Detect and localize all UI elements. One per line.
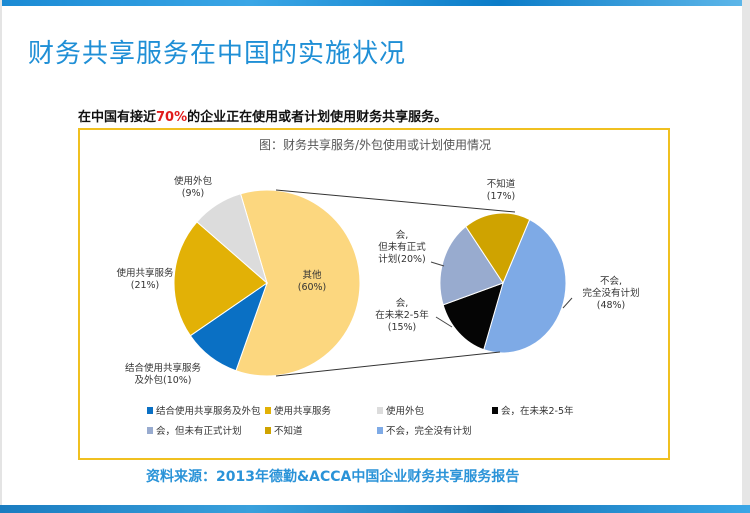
legend-item: 会，在未来2-5年 (492, 403, 574, 417)
top-banner (0, 0, 750, 6)
legend-label: 结合使用共享服务及外包 (156, 406, 261, 417)
chart-title: 图：财务共享服务/外包使用或计划使用情况 (258, 138, 492, 152)
slice-label-outsource: 使用外包 (174, 175, 213, 187)
subtitle-text: 在中国有接近 (78, 110, 157, 125)
pie2-slice-3 (439, 225, 504, 306)
slice-label-noplan-lines: 会, (396, 229, 409, 241)
legend-item: 使用共享服务 (265, 403, 331, 417)
legend-swatch (147, 406, 153, 414)
slice-label-combined: 及外包(10%) (134, 374, 191, 386)
pie2-slice-1 (483, 218, 567, 354)
slice-label-unknown: (17%) (487, 191, 516, 202)
connector-line-top (275, 189, 516, 213)
legend-swatch (147, 426, 153, 434)
legend-label: 使用外包 (386, 406, 425, 417)
slice-label-outsource: (9%) (182, 188, 204, 199)
legend-item: 使用外包 (377, 403, 424, 417)
legend-label: 使用共享服务 (274, 406, 332, 417)
legend-item: 不知道 (265, 423, 303, 437)
connector-line-bottom (275, 351, 501, 377)
legend-swatch (265, 406, 271, 414)
right-edge (742, 0, 750, 513)
slice-label-other: 其他 (302, 269, 322, 281)
slide-title: 财务共享服务在中国的实施状况 (28, 39, 407, 69)
slice-label-noplan-lines: 计划(20%) (378, 253, 426, 265)
pie1-slice-4 (196, 193, 268, 285)
pie1-slice-1 (235, 189, 361, 377)
legend-label: 不会，完全没有计划 (386, 426, 472, 437)
legend-swatch (377, 426, 383, 434)
leader-line (562, 297, 573, 309)
slide-subtitle: 在中国有接近70%的企业正在使用或者计划使用财务共享服务。 (78, 106, 447, 125)
legend-swatch (265, 426, 271, 434)
legend-item: 会，但未有正式计划 (147, 423, 242, 437)
slice-label-unknown: 不知道 (487, 178, 516, 190)
subtitle-highlight: 70% (156, 110, 188, 125)
left-edge (0, 0, 2, 513)
pie1-slice-3 (173, 221, 268, 337)
legend-item: 结合使用共享服务及外包 (147, 403, 261, 417)
slice-label-shared: 使用共享服务 (116, 267, 174, 279)
slice-label-combined: 结合使用共享服务 (125, 362, 202, 374)
slice-label-noplan-lines: 但未有正式 (378, 241, 426, 253)
leader-line (435, 316, 453, 328)
pie2-slice-4 (465, 212, 531, 285)
slice-label-future: 在未来2-5年 (375, 309, 429, 321)
slice-label-never: 完全没有计划 (582, 287, 639, 299)
leader-line (430, 261, 445, 267)
slice-label-other: (60%) (298, 282, 327, 293)
legend-label: 会，但未有正式计划 (156, 426, 242, 437)
legend-label: 会，在未来2-5年 (501, 406, 574, 417)
slice-label-never: 不会, (600, 275, 622, 287)
slice-label-never: (48%) (597, 300, 626, 311)
legend-label: 不知道 (274, 426, 303, 437)
slice-label-future: (15%) (388, 322, 417, 333)
legend-swatch (492, 406, 498, 414)
chart-frame (78, 128, 670, 460)
slice-label-future: 会, (396, 297, 409, 309)
source-note: 资料来源：2013年德勤&ACCA中国企业财务共享服务报告 (146, 469, 520, 485)
slice-label-shared: (21%) (131, 280, 160, 291)
legend-item: 不会，完全没有计划 (377, 423, 472, 437)
bottom-banner (0, 505, 750, 513)
subtitle-text-end: 的企业正在使用或者计划使用财务共享服务。 (187, 110, 448, 125)
legend-swatch (377, 406, 383, 414)
